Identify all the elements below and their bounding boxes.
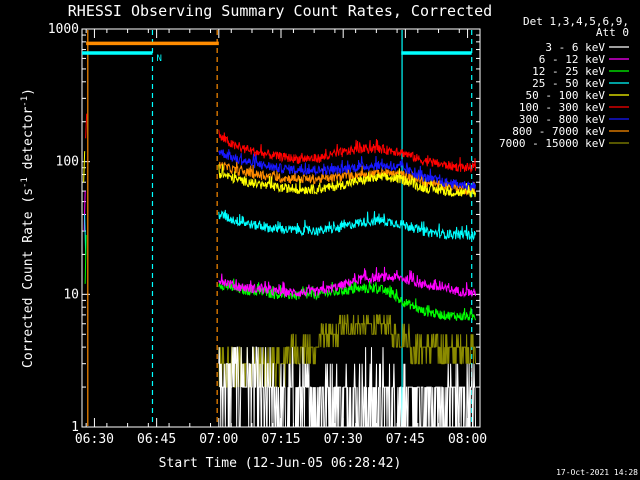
series-line [218, 278, 476, 321]
legend-label: 300 - 800 keV [519, 113, 605, 126]
y-axis: 1 10 100 1000 [48, 22, 480, 435]
legend-label: 100 - 300 keV [519, 101, 605, 114]
flag-lines [87, 30, 473, 426]
edge-spike [83, 151, 86, 183]
y-tick-label: 10 [63, 287, 79, 302]
legend-label: 12 - 25 keV [532, 65, 605, 78]
y-axis-label: Corrected Count Rate (s-1 detector-1) [20, 88, 36, 368]
series-line [218, 266, 476, 298]
timestamp: 17-Oct-2021 14:28 [556, 468, 638, 477]
chart-title: RHESSI Observing Summary Count Rates, Co… [68, 2, 492, 20]
legend-header-1: Det 1,3,4,5,6,9, [523, 15, 629, 28]
night-bar-1-label: N [156, 54, 161, 64]
y-tick-label: 1000 [48, 22, 79, 37]
series-line [218, 209, 476, 241]
series-line [218, 163, 476, 198]
edge-spike [84, 235, 87, 284]
legend-label: 25 - 50 keV [532, 77, 605, 90]
flag-bars: N [82, 41, 472, 64]
x-tick-label: 07:30 [324, 432, 363, 447]
y-tick-label: 1 [71, 420, 79, 435]
x-tick-label: 07:45 [386, 432, 425, 447]
x-tick-label: 06:30 [75, 432, 114, 447]
legend-label: 7000 - 15000 keV [499, 137, 605, 150]
edge-spikes [83, 113, 88, 284]
series-line [218, 346, 476, 428]
legend-label: 6 - 12 keV [539, 53, 606, 66]
x-axis: 06:30 06:45 07:00 07:15 07:30 07:45 08:00 [75, 29, 487, 447]
x-tick-label: 08:00 [448, 432, 487, 447]
series-line [218, 129, 476, 173]
legend-label: 800 - 7000 keV [512, 125, 605, 138]
y-tick-label: 100 [56, 155, 79, 170]
x-tick-label: 07:00 [199, 432, 238, 447]
series-line [218, 149, 476, 191]
x-axis-label: Start Time (12-Jun-05 06:28:42) [159, 456, 402, 471]
edge-spike [83, 191, 86, 232]
legend-header-2: Att 0 [596, 26, 629, 39]
x-tick-label: 07:15 [261, 432, 300, 447]
x-tick-label: 06:45 [137, 432, 176, 447]
edge-spike [85, 113, 88, 139]
legend-label: 50 - 100 keV [526, 89, 606, 102]
legend-label: 3 - 6 keV [545, 41, 605, 54]
series-group [218, 129, 476, 428]
